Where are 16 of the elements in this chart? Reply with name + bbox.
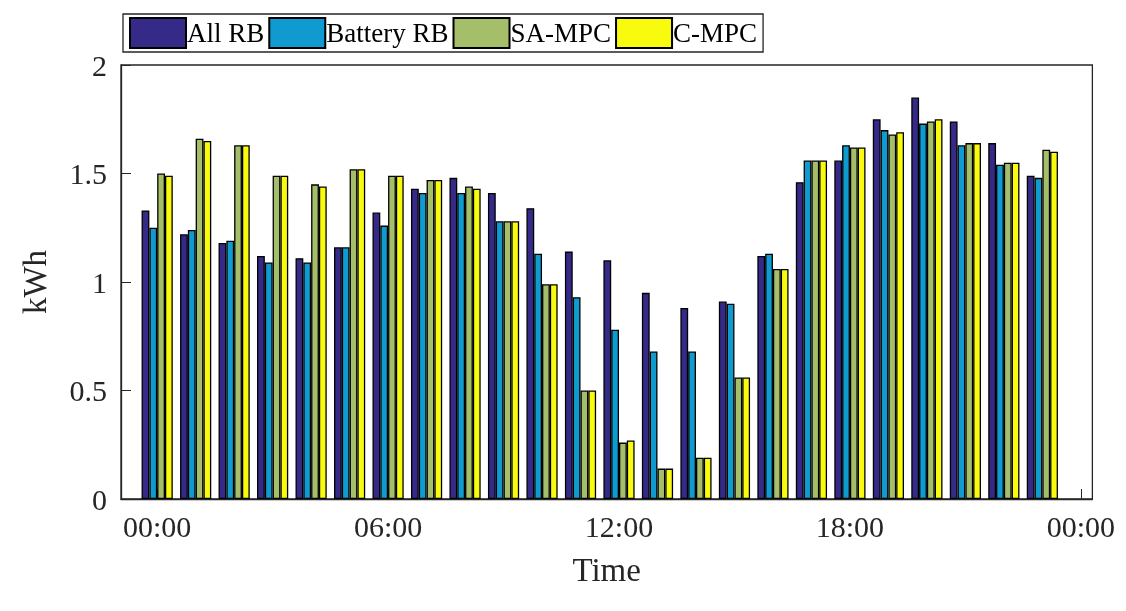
- legend-label: SA-MPC: [510, 18, 612, 48]
- y-tick-label: 0: [92, 482, 107, 516]
- y-axis-title: kWh: [16, 249, 53, 315]
- legend-label: C-MPC: [673, 18, 758, 48]
- x-tick-label: 12:00: [584, 509, 654, 543]
- x-tick-label: 06:00: [353, 509, 423, 543]
- y-tick-label: 1: [92, 265, 107, 299]
- legend-label: All RB: [187, 18, 265, 48]
- y-tick-label: 1.5: [69, 157, 107, 190]
- legend-label: Battery RB: [326, 18, 449, 48]
- y-tick-label: 0.5: [69, 374, 107, 407]
- y-tick-label: 2: [92, 48, 107, 82]
- x-axis-title: Time: [572, 551, 641, 588]
- x-tick-label: 00:00: [1046, 509, 1115, 543]
- x-tick-label: 00:00: [123, 509, 192, 543]
- x-tick-label: 18:00: [815, 509, 885, 543]
